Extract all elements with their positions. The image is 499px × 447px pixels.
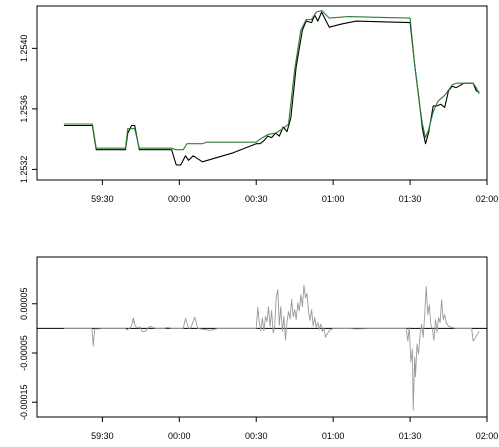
price-x-tick-label: 01:30 bbox=[399, 194, 422, 204]
price-x-axis: 59:30 00:00 00:30 01:00 01:30 02:00 bbox=[91, 180, 498, 204]
difference-x-tick-label: 00:00 bbox=[168, 431, 191, 441]
price-plot-frame bbox=[36, 5, 488, 181]
difference-y-axis: 0.00005 -0.00005 -0.00015 bbox=[19, 287, 37, 420]
price-series-green-line bbox=[63, 9, 480, 151]
price-y-axis: 1.2532 1.2536 1.2540 bbox=[19, 35, 37, 184]
difference-x-tick-label: 00:30 bbox=[245, 431, 268, 441]
price-x-tick-label: 00:30 bbox=[245, 194, 268, 204]
difference-panel: 0.00005 -0.00005 -0.00015 59:30 00:00 00:30 0… bbox=[19, 256, 498, 441]
price-x-tick-label: 00:00 bbox=[168, 194, 191, 204]
price-x-tick-label: 02:00 bbox=[476, 194, 499, 204]
difference-series-group bbox=[37, 284, 487, 411]
difference-y-tick-label: -0.00005 bbox=[19, 335, 29, 371]
price-series-group bbox=[63, 9, 480, 166]
difference-x-axis: 59:30 00:00 00:30 01:00 01:30 02:00 bbox=[91, 417, 498, 441]
price-y-tick-label: 1.2536 bbox=[19, 95, 29, 123]
price-x-tick-label: 59:30 bbox=[91, 194, 114, 204]
price-y-tick-label: 1.2540 bbox=[19, 35, 29, 63]
difference-x-tick-label: 59:30 bbox=[91, 431, 114, 441]
price-y-tick-label: 1.2532 bbox=[19, 156, 29, 184]
difference-series-grey-line bbox=[63, 284, 480, 411]
difference-y-tick-label: -0.00015 bbox=[19, 384, 29, 420]
difference-plot-frame bbox=[36, 256, 488, 418]
price-x-tick-label: 01:00 bbox=[322, 194, 345, 204]
difference-x-tick-label: 02:00 bbox=[476, 431, 499, 441]
difference-x-tick-label: 01:30 bbox=[399, 431, 422, 441]
difference-x-tick-label: 01:00 bbox=[322, 431, 345, 441]
price-panel: 1.2532 1.2536 1.2540 59:30 00:00 00:30 01:00 0… bbox=[19, 5, 498, 204]
price-series-black-line bbox=[63, 11, 480, 166]
difference-y-tick-label: 0.00005 bbox=[19, 287, 29, 320]
